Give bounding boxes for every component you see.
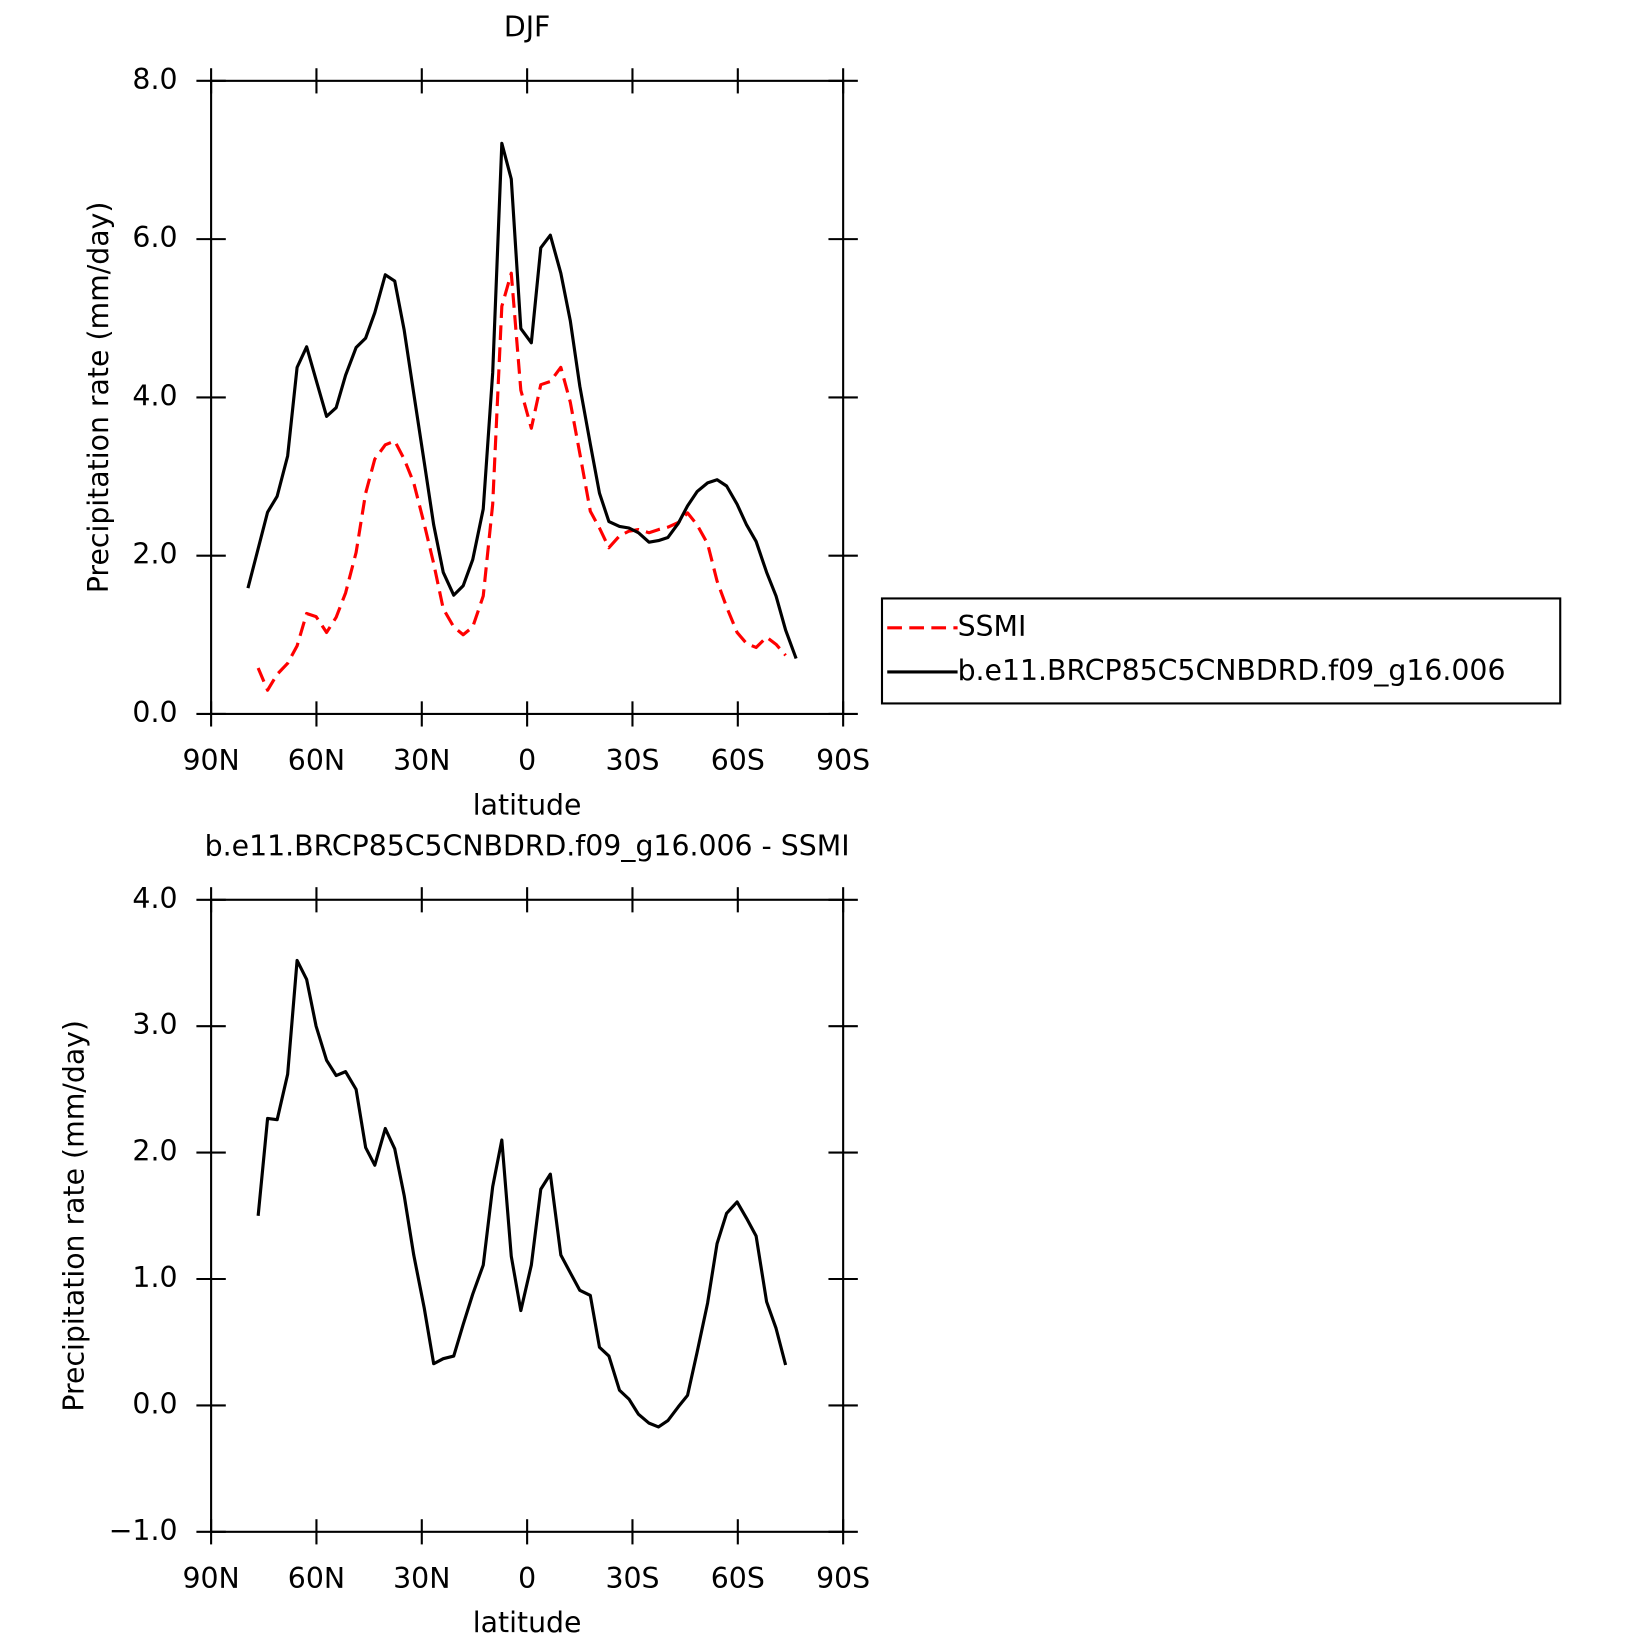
x-tick-label: 30N	[393, 1562, 450, 1595]
x-tick-label: 60N	[288, 1562, 345, 1595]
x-tick-label: 90S	[816, 1562, 870, 1595]
y-tick-label: −1.0	[109, 1514, 178, 1547]
x-tick-label: 30S	[605, 744, 659, 777]
legend-label: b.e11.BRCP85C5CNBDRD.f09_g16.006	[958, 654, 1506, 687]
x-tick-label: 60N	[288, 744, 345, 777]
plot-frame	[210, 898, 845, 1533]
y-tick-label: 0.0	[132, 696, 177, 729]
y-tick-label: 0.0	[132, 1387, 177, 1420]
y-tick-label: 4.0	[132, 379, 177, 412]
y-tick-label: 6.0	[132, 221, 177, 254]
x-tick-label: 0	[518, 1562, 536, 1595]
data-line	[256, 958, 788, 1429]
x-tick-label: 30N	[393, 744, 450, 777]
y-axis-label: Precipitation rate (mm/day)	[82, 202, 115, 594]
y-axis-label: Precipitation rate (mm/day)	[58, 1020, 91, 1412]
legend-label: SSMI	[958, 610, 1027, 643]
x-tick-label: 0	[518, 744, 536, 777]
legend-box	[880, 597, 1562, 705]
y-tick-label: 8.0	[132, 63, 177, 96]
x-tick-label: 60S	[711, 1562, 765, 1595]
y-tick-label: 4.0	[132, 882, 177, 915]
chart-title: b.e11.BRCP85C5CNBDRD.f09_g16.006 - SSMI	[205, 829, 850, 862]
y-tick-label: 1.0	[132, 1261, 177, 1294]
x-tick-label: 60S	[711, 744, 765, 777]
chart-title: DJF	[504, 10, 550, 43]
x-axis-label: latitude	[473, 1606, 582, 1639]
y-tick-label: 2.0	[132, 538, 177, 571]
x-tick-label: 90S	[816, 744, 870, 777]
x-axis-label: latitude	[473, 788, 582, 821]
x-tick-label: 30S	[605, 1562, 659, 1595]
y-tick-label: 3.0	[132, 1008, 177, 1041]
plot-frame	[210, 79, 845, 715]
x-tick-label: 90N	[182, 744, 239, 777]
data-line	[246, 141, 798, 660]
x-tick-label: 90N	[182, 1562, 239, 1595]
y-tick-label: 2.0	[132, 1135, 177, 1168]
data-line	[256, 271, 787, 692]
